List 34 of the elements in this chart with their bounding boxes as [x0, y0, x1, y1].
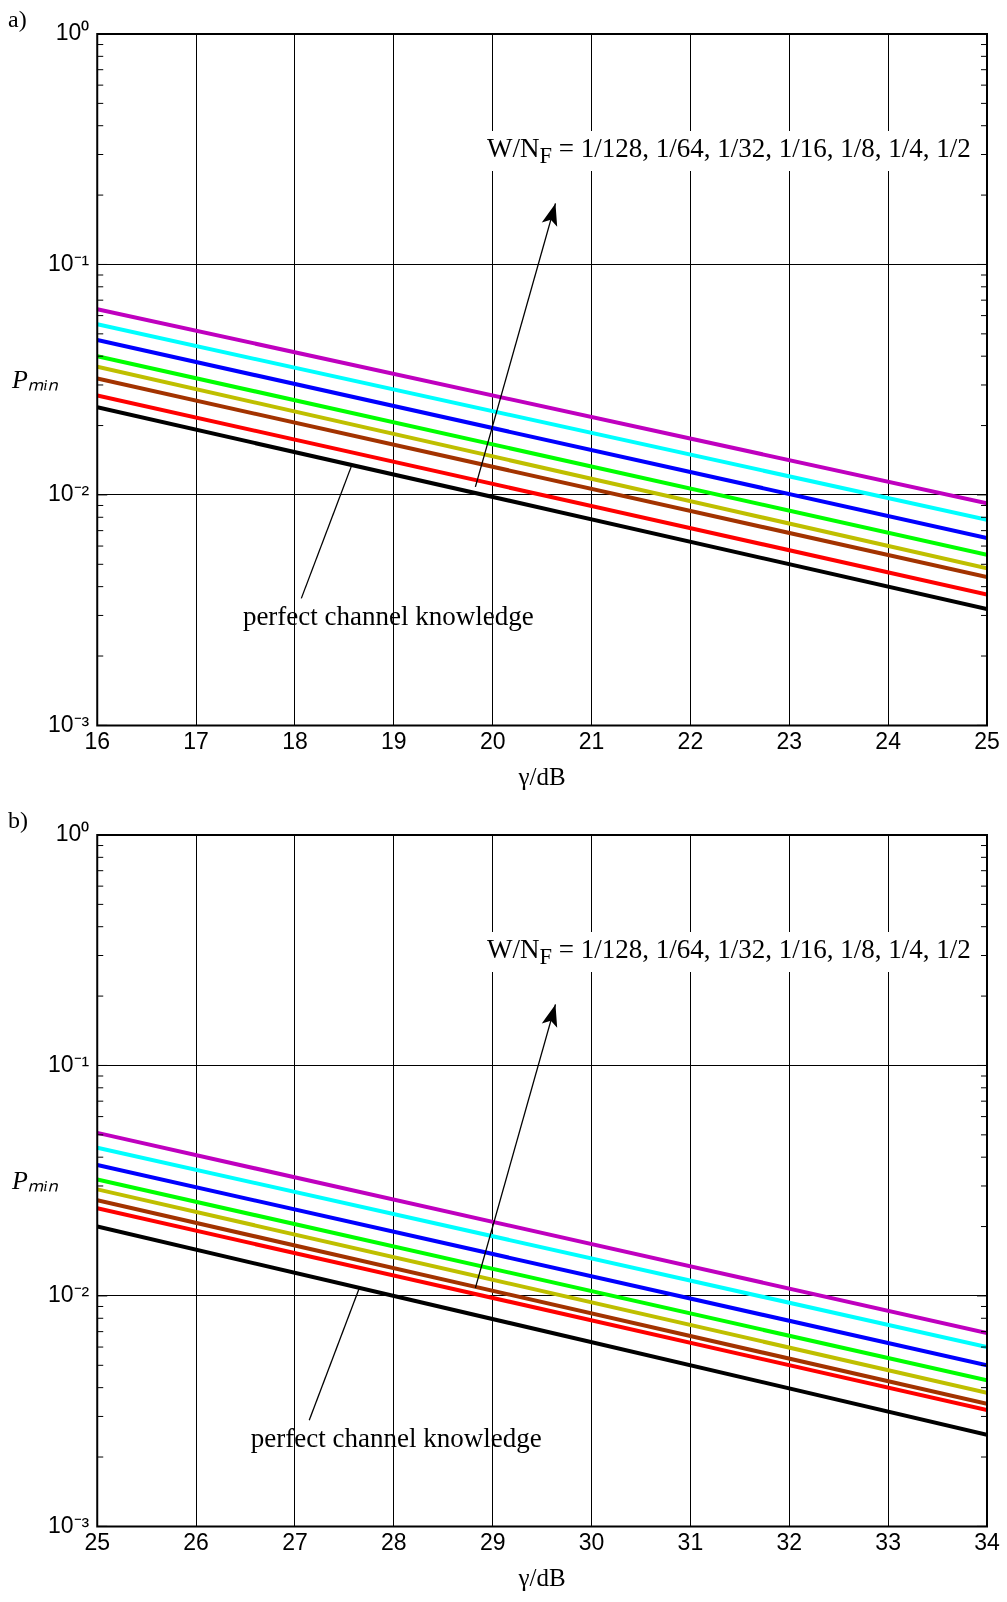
annotation: W/N$_{F}$ = 1/128, 1/64, 1/32, 1/16, 1/8, 1/4, 1/2	[483, 931, 975, 973]
annotation: W/N$_{F}$ = 1/128, 1/64, 1/32, 1/16, 1/8, 1/4, 1/2	[483, 130, 975, 172]
y-tick-label: 10⁰	[55, 19, 90, 46]
x-tick-label: 28	[381, 1528, 407, 1555]
chart-title: a)	[8, 6, 27, 33]
x-tick-label: 26	[183, 1528, 209, 1555]
x-axis-title: γ/dB	[518, 1564, 566, 1593]
x-tick-label: 16	[84, 727, 111, 754]
x-tick-label: 24	[875, 727, 902, 754]
x-tick-label: 18	[282, 727, 308, 754]
x-tick-label: 34	[974, 1528, 1000, 1555]
x-tick-label: 22	[677, 727, 704, 754]
x-tick-label: 32	[776, 1528, 803, 1555]
x-tick-label: 25	[974, 727, 1000, 754]
y-tick-label: 10⁻²	[47, 1281, 90, 1308]
x-tick-label: 17	[183, 727, 209, 754]
x-tick-label: 29	[479, 1528, 506, 1555]
chart-title: b)	[8, 807, 28, 834]
y-axis-title: Pₘᵢₙ	[12, 363, 58, 396]
x-tick-label: 30	[578, 1528, 605, 1555]
x-tick-label: 33	[875, 1528, 901, 1555]
y-tick-label: 10⁻²	[47, 480, 90, 507]
y-tick-label: 10⁻¹	[47, 249, 90, 276]
x-tick-label: 27	[282, 1528, 308, 1555]
x-axis-title: γ/dB	[518, 763, 566, 792]
x-tick-label: 21	[578, 727, 605, 754]
y-axis-title: Pₘᵢₙ	[12, 1164, 58, 1197]
x-tick-label: 31	[677, 1528, 704, 1555]
x-tick-label: 25	[84, 1528, 111, 1555]
y-tick-label: 10⁻¹	[47, 1050, 90, 1077]
x-tick-label: 19	[381, 727, 407, 754]
x-tick-label: 23	[776, 727, 803, 754]
x-tick-label: 20	[479, 727, 506, 754]
y-tick-label: 10⁰	[55, 820, 90, 847]
